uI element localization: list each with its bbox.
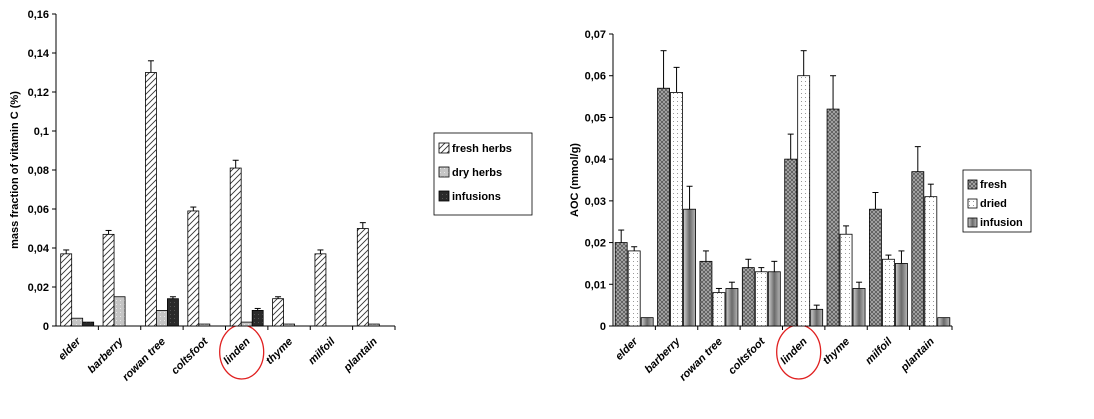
y-axis-label: mass fraction of vitamin C (%) [9,91,21,249]
legend-swatch-fresh-herbs [438,142,450,154]
x-tick-label-coltsfoot: coltsfoot [726,335,768,377]
x-tick-label-rowan-tree: rowan tree [677,336,725,384]
x-tick-label-elder: elder [56,335,84,363]
bar-dried-coltsfoot [754,271,768,327]
bar-fresh-herbs-coltsfoot [187,210,200,327]
bar-fresh-barberry [657,87,670,327]
x-tick-label-rowan-tree: rowan tree [120,336,168,384]
x-tick-label-linden: linden [778,335,810,367]
bar-infusion-elder [640,317,654,327]
bar-infusion-linden [810,308,824,327]
x-tick-label-elder: elder [613,335,641,363]
y-tick-label: 0,05 [585,112,606,124]
legend-label-fresh-herbs: fresh herbs [452,143,512,155]
bar-dry-herbs-plantain [367,323,380,327]
bar-infusion-coltsfoot [767,271,781,327]
bar-dry-herbs-barberry [113,296,126,327]
bar-fresh-milfoil [869,208,882,327]
bar-fresh-herbs-milfoil [314,253,327,327]
vitamin-c-chart: 0 0,02 0,04 0,06 0,08 0,1 0,12 0,14 0,16 mass fra… [9,9,533,384]
bar-fresh-elder [614,242,628,327]
y-axis-label: AOC (mmol/g) [569,143,581,217]
bar-infusions-linden [251,309,264,327]
bar-dry-herbs-rowan-tree [156,309,168,327]
bar-dried-linden [797,75,811,327]
x-tick-label-milfoil: milfoil [306,335,338,367]
y-tick-label: 0,01 [585,279,606,291]
legend-label-dried: dried [980,198,1007,210]
bar-fresh-herbs-linden [229,167,242,327]
y-tick-label: 0,07 [585,29,606,41]
bar-dry-herbs-linden [240,321,253,327]
bar-fresh-coltsfoot [741,267,755,327]
x-tick-label-coltsfoot: coltsfoot [169,335,211,377]
bar-fresh-herbs-elder [60,253,73,327]
bar-infusion-plantain [937,317,951,327]
y-tick-label: 0,04 [28,243,50,255]
y-tick-label: 0 [600,321,606,333]
bar-dried-milfoil [882,258,895,327]
bar-dry-herbs-elder [71,317,84,327]
x-tick-label-barberry: barberry [86,335,127,376]
y-tick-label: 0,02 [585,238,606,250]
bar-fresh-plantain [911,171,925,327]
x-tick-label-barberry: barberry [643,335,684,376]
legend-swatch-dried [967,198,978,209]
y-tick-label: 0,02 [28,282,49,294]
y-tick-label: 0,04 [585,154,607,166]
x-tick-label-plantain: plantain [341,335,380,374]
y-tick-label: 0,14 [28,48,50,60]
bar-infusions-rowan-tree [167,298,179,327]
legend-label-infusions: infusions [452,191,501,203]
legend-swatch-infusion [967,217,978,228]
bar-fresh-thyme [826,108,840,327]
legend-swatch-fresh [967,179,978,190]
x-tick-label-plantain: plantain [898,335,937,374]
aoc-chart: 0 0,01 0,02 0,03 0,04 0,05 0,06 0,07 AOC (mmol/g… [569,29,1032,384]
bar-dried-thyme [839,233,853,327]
bar-fresh-herbs-plantain [356,228,369,327]
y-tick-label: 0,12 [28,87,49,99]
y-tick-label: 0 [43,321,49,333]
legend-label-infusion: infusion [980,217,1023,229]
bar-dried-plantain [924,196,938,327]
y-tick-label: 0,06 [585,71,606,83]
x-tick-label-thyme: thyme [264,336,295,367]
y-tick-label: 0,16 [28,9,49,21]
bar-infusion-thyme [852,288,866,327]
y-tick-label: 0,1 [34,126,49,138]
bar-dried-barberry [670,92,683,327]
bar-infusions-elder [82,321,95,327]
legend-swatch-infusions [438,190,450,202]
bar-infusion-barberry [683,208,696,327]
bar-infusion-rowan-tree [725,288,739,327]
y-tick-label: 0,03 [585,196,606,208]
legend-swatch-dry-herbs [438,166,450,178]
x-tick-label-milfoil: milfoil [863,335,895,367]
bar-infusion-milfoil [895,263,908,327]
legend-box [433,132,533,216]
x-tick-label-linden: linden [221,335,253,367]
y-tick-label: 0,08 [28,165,49,177]
bar-dried-elder [627,250,641,327]
bar-dry-herbs-thyme [283,323,295,327]
bar-fresh-herbs-rowan-tree [145,72,157,327]
legend-label-dry-herbs: dry herbs [452,167,502,179]
x-tick-label-thyme: thyme [821,336,852,367]
legend-label-fresh: fresh [980,179,1007,191]
bar-dried-rowan-tree [712,292,726,327]
y-tick-label: 0,06 [28,204,49,216]
bar-fresh-rowan-tree [699,260,713,327]
bar-fresh-herbs-thyme [272,298,284,327]
bar-fresh-herbs-barberry [102,233,115,327]
bar-dry-herbs-coltsfoot [198,323,211,327]
bar-fresh-linden [784,158,798,327]
